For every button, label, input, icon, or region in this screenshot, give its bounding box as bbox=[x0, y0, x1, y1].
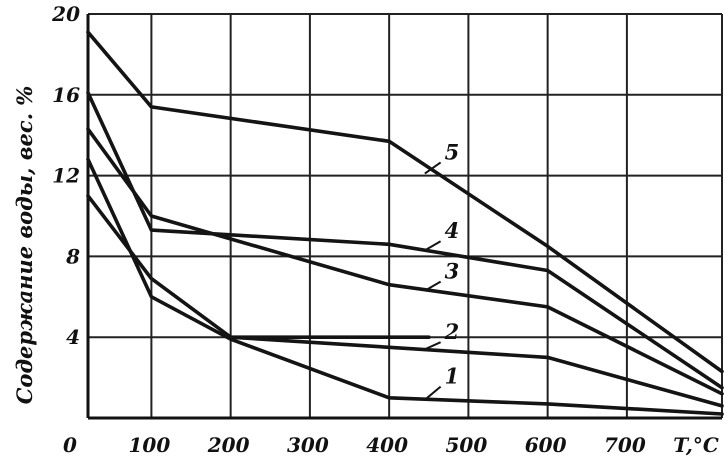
series-label-leader bbox=[424, 341, 442, 351]
series-label-leader bbox=[424, 240, 442, 252]
series-line-1 bbox=[86, 157, 724, 416]
series-label-2: 2 bbox=[444, 319, 460, 344]
series-label-4: 4 bbox=[445, 218, 460, 243]
axes bbox=[86, 14, 722, 420]
y-tick-label: 4 bbox=[66, 325, 80, 349]
x-tick-label: 600 bbox=[525, 433, 567, 457]
series-line-5 bbox=[86, 30, 724, 374]
series-lines bbox=[86, 30, 724, 416]
series-label-leader bbox=[424, 280, 442, 292]
series-labels: 1 2 3 4 5 bbox=[424, 139, 460, 401]
x-tick-label: 700 bbox=[604, 433, 646, 457]
y-tick-label: 8 bbox=[65, 244, 80, 268]
x-tick-label: 0 bbox=[63, 433, 77, 457]
series-label-3: 3 bbox=[445, 259, 460, 284]
x-tick-label: 500 bbox=[446, 433, 488, 457]
series-line-4 bbox=[86, 91, 724, 390]
y-tick-label: 20 bbox=[51, 2, 80, 26]
series-label-leader bbox=[424, 161, 442, 175]
y-axis-label: Содержание воды, вес. % bbox=[12, 86, 37, 405]
grid bbox=[88, 13, 723, 418]
x-tick-label: 400 bbox=[366, 433, 408, 457]
y-tick-label: 16 bbox=[52, 83, 80, 107]
series-label-5: 5 bbox=[445, 139, 460, 164]
x-tick-label: 300 bbox=[287, 433, 329, 457]
series-line-2 bbox=[86, 194, 724, 408]
series-label-leader bbox=[424, 385, 442, 401]
y-tick-label: 12 bbox=[52, 164, 80, 188]
x-tick-label: 100 bbox=[129, 433, 171, 457]
x-tick-label: 200 bbox=[207, 433, 250, 457]
series-label-1: 1 bbox=[445, 364, 460, 389]
x-axis-label: T,°C bbox=[673, 433, 719, 457]
